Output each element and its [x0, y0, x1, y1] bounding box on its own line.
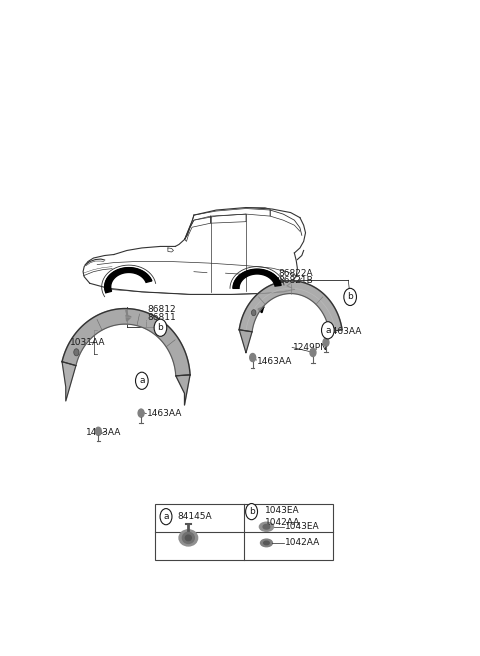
Text: a: a — [139, 377, 144, 385]
Text: 1042AA: 1042AA — [264, 518, 300, 527]
Ellipse shape — [264, 541, 269, 544]
Text: 1043EA: 1043EA — [285, 522, 320, 531]
Text: 1463AA: 1463AA — [147, 409, 183, 418]
Circle shape — [322, 321, 334, 339]
Ellipse shape — [261, 539, 273, 546]
Ellipse shape — [179, 530, 198, 546]
Text: 86811: 86811 — [147, 313, 176, 321]
FancyBboxPatch shape — [155, 504, 334, 560]
Ellipse shape — [182, 532, 194, 543]
Circle shape — [310, 348, 316, 357]
Text: 1463AA: 1463AA — [86, 428, 121, 437]
Text: 1249PN: 1249PN — [293, 343, 328, 352]
Polygon shape — [176, 375, 190, 405]
Polygon shape — [239, 330, 252, 353]
Circle shape — [323, 338, 329, 346]
Circle shape — [74, 349, 79, 356]
Text: 1463AA: 1463AA — [327, 327, 362, 336]
Text: 86812: 86812 — [147, 305, 176, 314]
Text: a: a — [163, 512, 169, 521]
Circle shape — [252, 310, 256, 316]
Polygon shape — [62, 361, 76, 401]
Polygon shape — [239, 281, 342, 332]
Text: b: b — [249, 507, 254, 516]
Ellipse shape — [185, 535, 192, 541]
Text: 86821B: 86821B — [279, 276, 313, 285]
Circle shape — [138, 409, 144, 417]
Text: b: b — [348, 293, 353, 301]
Circle shape — [96, 427, 101, 436]
Circle shape — [344, 289, 357, 306]
Text: 86822A: 86822A — [279, 269, 313, 277]
Polygon shape — [233, 269, 281, 289]
Text: 84145A: 84145A — [177, 512, 212, 521]
Text: a: a — [325, 326, 331, 335]
Circle shape — [154, 319, 167, 337]
Circle shape — [160, 508, 172, 525]
Polygon shape — [105, 268, 152, 293]
Text: 1043EA: 1043EA — [264, 506, 299, 515]
Ellipse shape — [259, 522, 274, 531]
Text: b: b — [157, 323, 163, 332]
Ellipse shape — [263, 525, 270, 529]
Polygon shape — [62, 308, 190, 376]
Text: 1031AA: 1031AA — [71, 338, 106, 347]
Circle shape — [246, 504, 258, 520]
Text: 1042AA: 1042AA — [285, 539, 320, 547]
Circle shape — [135, 372, 148, 390]
Text: 1463AA: 1463AA — [257, 357, 292, 366]
Circle shape — [250, 354, 256, 361]
